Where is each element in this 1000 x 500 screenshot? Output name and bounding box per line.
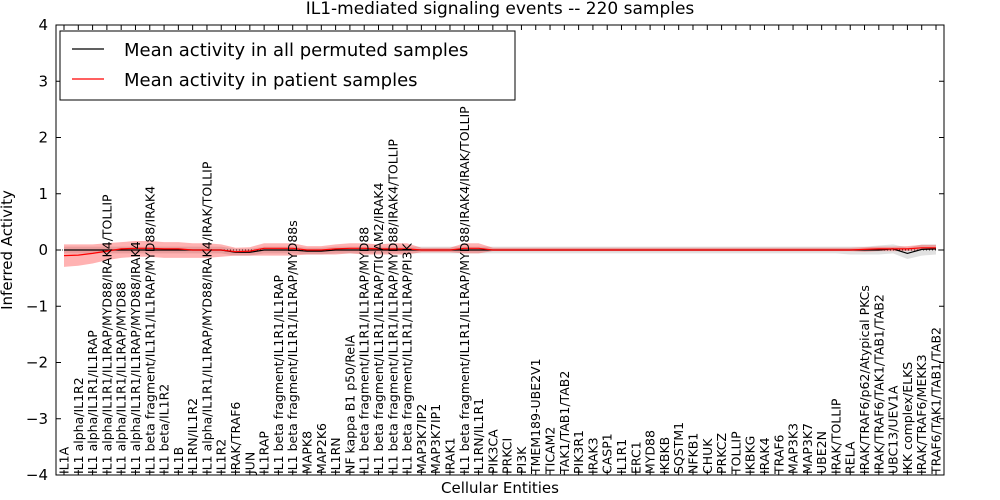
- x-tick-label: IKBKB: [657, 437, 672, 474]
- y-tick-label: −3: [26, 410, 48, 428]
- x-tick-label: IKK complex/ELKS: [900, 362, 915, 474]
- y-tick-label: 4: [38, 16, 48, 34]
- x-tick-label: MAPK8: [300, 431, 315, 474]
- x-tick-label: IL1R1: [614, 439, 629, 474]
- x-axis: IL1A IL1 alpha/IL1R2 IL1 alpha/IL1R1/IL1RA…: [57, 25, 944, 475]
- x-tick-label: IL1RN/IL1R2: [185, 398, 200, 474]
- x-tick-label: IL1R2: [214, 439, 229, 474]
- y-axis-label: Inferred Activity: [0, 190, 16, 310]
- y-tick-label: 2: [38, 129, 48, 147]
- y-tick-label: −1: [26, 297, 48, 315]
- y-tick-label: −4: [26, 466, 48, 484]
- x-tick-label: IL1 beta/IL1R2: [157, 384, 172, 474]
- y-tick-label: 1: [38, 185, 48, 203]
- x-tick-label: SQSTM1: [671, 422, 686, 474]
- x-tick-label: PIK3R1: [571, 430, 586, 474]
- x-tick-label: UBE2N: [814, 431, 829, 474]
- x-tick-label: IL1 beta fragment/IL1R1/IL1RAP/PI3K: [400, 243, 415, 474]
- x-tick-label: IL1B: [171, 447, 186, 474]
- x-tick-label: IL1 beta fragment/IL1R1/IL1RAP/MYD88/IRA…: [457, 106, 472, 474]
- x-tick-label: IRAK/TRAF6/p62/Atypical PKCs: [857, 285, 872, 474]
- x-tick-label: IL1 alpha/IL1R1/IL1RAP/MYD88/IRAK4/IRAK/…: [200, 161, 215, 474]
- x-tick-label: PI3K: [514, 446, 529, 474]
- x-tick-label: IL1 alpha/IL1R1/IL1RAP/MYD88/IRAK4/TOLLI…: [99, 194, 114, 474]
- legend-label-permuted: Mean activity in all permuted samples: [124, 40, 468, 61]
- x-tick-label: CASP1: [600, 433, 615, 474]
- x-tick-label: IL1 beta fragment/IL1R1/IL1RAP/MYD88/IRA…: [142, 186, 157, 474]
- y-tick-label: 0: [38, 241, 48, 259]
- x-tick-label: MAP2K6: [314, 423, 329, 474]
- x-tick-label: IL1 beta fragment/IL1R1/IL1RAP: [271, 274, 286, 474]
- x-tick-label: TAK1/TAB1/TAB2: [557, 371, 572, 475]
- x-tick-label: IL1A: [57, 446, 72, 474]
- x-tick-label: MAP3K3: [786, 423, 801, 474]
- x-tick-label: PIK3CA: [485, 429, 500, 474]
- x-tick-label: JUN: [242, 452, 257, 475]
- x-tick-label: UBC13/UEV1A: [886, 385, 901, 474]
- legend: Mean activity in all permuted samples Me…: [59, 30, 516, 101]
- x-tick-label: RELA: [843, 441, 858, 474]
- band-patient: [64, 241, 936, 267]
- x-tick-label: TRAF6/TAK1/TAB1/TAB2: [929, 327, 944, 475]
- series-lines: [63, 247, 937, 257]
- x-tick-label: IL1RAP: [257, 431, 272, 474]
- x-tick-label: TRAF6: [771, 434, 786, 475]
- x-tick-label: IRAK/TRAF6: [228, 402, 243, 474]
- x-tick-label: MAP3K7: [800, 423, 815, 474]
- x-tick-label: TICAM2: [543, 427, 558, 475]
- legend-label-patient: Mean activity in patient samples: [124, 70, 418, 91]
- x-tick-label: NF kappa B1 p50/RelA: [342, 334, 357, 474]
- x-tick-label: IRAK/TRAF6/TAK1/TAB1/TAB2: [871, 294, 886, 474]
- x-tick-label: MAP3K7IP1: [428, 404, 443, 474]
- x-tick-label: IRAK1: [443, 437, 458, 474]
- x-tick-label: IL1 alpha/IL1R1/IL1RAP/MYD88: [114, 282, 129, 474]
- x-tick-label: NFKB1: [686, 433, 701, 474]
- x-tick-label: PRKCZ: [714, 433, 729, 474]
- x-tick-label: IRAK/TOLLIP: [828, 398, 843, 474]
- x-tick-label: IKBKG: [743, 436, 758, 474]
- y-tick-label: −2: [26, 354, 48, 372]
- x-tick-label: PRKCI: [500, 438, 515, 474]
- x-tick-label: IL1 beta fragment/IL1R1/IL1RAP/MYD88s: [285, 220, 300, 474]
- x-tick-label: IRAK4: [757, 437, 772, 474]
- x-tick-label: TOLLIP: [728, 431, 743, 475]
- legend-box: [59, 30, 516, 101]
- x-tick-label: ERC1: [628, 441, 643, 474]
- x-tick-label: IL1 alpha/IL1R1/IL1RAP/MYD88/IRAK4: [128, 241, 143, 474]
- x-tick-labels: IL1A IL1 alpha/IL1R2 IL1 alpha/IL1R1/IL1RA…: [57, 106, 944, 475]
- x-tick-label: TMEM189-UBE2V1: [528, 358, 543, 475]
- y-axis: 4 3 2 1 0 −1 −2 −3 −4: [26, 16, 944, 484]
- x-tick-label: IL1RN/IL1R1: [471, 398, 486, 474]
- x-axis-label: Cellular Entities: [441, 479, 559, 497]
- x-tick-label: IRAK3: [585, 437, 600, 474]
- x-tick-label: IL1 beta fragment/IL1R1/IL1RAP/MYD88/IRA…: [385, 139, 400, 474]
- x-tick-label: IL1RN: [328, 437, 343, 474]
- x-tick-label: IL1 beta fragment/IL1R1/IL1RAP/TICAM2/IR…: [371, 183, 386, 474]
- x-tick-label: MAP3K7IP2: [414, 404, 429, 474]
- x-tick-label: CHUK: [700, 438, 715, 474]
- x-tick-label: IL1 alpha/IL1R1/IL1RAP: [85, 330, 100, 474]
- series-line-patient: [63, 247, 936, 257]
- y-tick-label: 3: [38, 72, 48, 90]
- x-tick-label: IRAK/TRAF6/MEKK3: [914, 354, 929, 474]
- chart-title: IL1-mediated signaling events -- 220 sam…: [306, 0, 695, 19]
- x-tick-label: IL1 alpha/IL1R2: [71, 377, 86, 474]
- x-tick-label: IL1 beta fragment/IL1R1/IL1RAP/MYD88: [357, 227, 372, 474]
- x-tick-label: MYD88: [643, 430, 658, 474]
